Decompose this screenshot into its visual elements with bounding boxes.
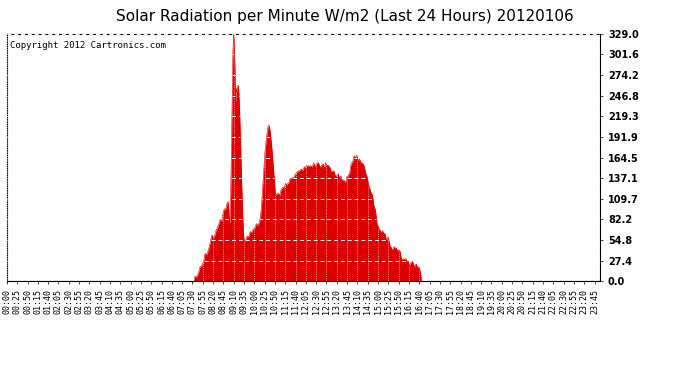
Text: Solar Radiation per Minute W/m2 (Last 24 Hours) 20120106: Solar Radiation per Minute W/m2 (Last 24…: [116, 9, 574, 24]
Text: Copyright 2012 Cartronics.com: Copyright 2012 Cartronics.com: [10, 41, 166, 50]
